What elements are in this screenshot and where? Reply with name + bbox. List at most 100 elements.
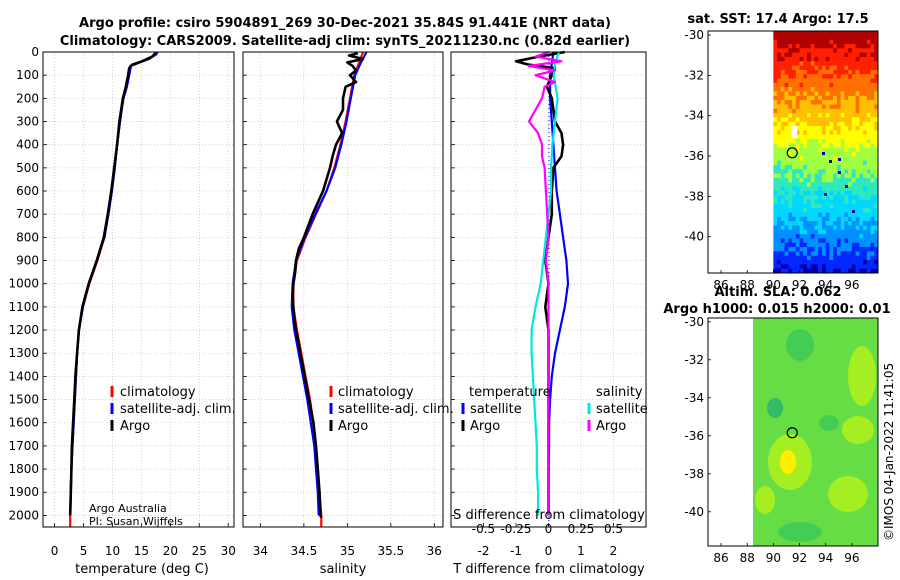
sst-cell (840, 152, 845, 157)
sst-cell (777, 130, 782, 136)
sst-cell (848, 156, 853, 162)
sla-blob (755, 486, 775, 514)
sst-cell (777, 82, 782, 88)
sst-cell (863, 177, 868, 183)
sst-cell (810, 221, 815, 226)
sst-cell (784, 65, 789, 71)
sst-cell (866, 117, 871, 123)
sst-cell (840, 87, 845, 92)
sst-cell (870, 169, 875, 175)
sst-cell (825, 126, 830, 131)
sst-cell (784, 87, 789, 92)
sst-cell (866, 100, 871, 105)
sst-cell (833, 242, 838, 248)
sst-cell (829, 234, 834, 239)
sst-cell (773, 147, 778, 153)
sst-cell (874, 130, 879, 136)
sst-cell (821, 31, 827, 36)
sst-cell (866, 104, 871, 110)
sst-cell (874, 121, 879, 127)
sst-cell (863, 212, 868, 218)
sla-map-title: Altim. SLA: 0.062 (715, 285, 842, 300)
sst-cell (803, 203, 808, 209)
sst-cell (784, 264, 789, 270)
sst-cell (859, 104, 864, 110)
map-y-tick-label: -32 (684, 353, 704, 367)
sst-cell (870, 260, 875, 265)
sst-cell (810, 82, 815, 88)
sst-cell (866, 78, 871, 84)
sst-cell (855, 216, 860, 222)
sst-cell (788, 225, 793, 231)
sst-cell (773, 95, 778, 101)
sst-cell (777, 160, 782, 166)
sst-cell (859, 43, 864, 49)
sst-cell (821, 48, 827, 54)
sst-cell (818, 108, 823, 114)
sst-cell (803, 195, 808, 200)
sst-cell (848, 130, 853, 136)
sst-cell (777, 216, 782, 222)
sst-cell (870, 39, 875, 45)
sst-cell (844, 113, 849, 118)
sst-cell (821, 195, 827, 200)
sst-cell (840, 199, 845, 205)
sst-cell (818, 78, 823, 84)
sst-cell (792, 225, 797, 231)
sst-cell (844, 74, 849, 79)
sst-cell (829, 186, 834, 192)
sst-cell (855, 31, 860, 36)
sst-cell (818, 199, 823, 205)
sst-cell (825, 100, 830, 105)
sst-cell (773, 56, 778, 62)
sst-cell (836, 100, 842, 105)
sst-cell (803, 208, 808, 213)
sst-cell (814, 268, 819, 274)
sst-cell (810, 48, 815, 54)
sst-cell (814, 164, 819, 170)
sst-cell (810, 104, 815, 110)
depth-tick-label: 1100 (8, 300, 39, 314)
sst-cell (773, 134, 778, 140)
sst-cell (859, 190, 864, 196)
sst-cell (863, 169, 868, 175)
sst-cell (866, 156, 871, 162)
sst-cell (829, 264, 834, 270)
sst-cell (866, 74, 871, 79)
sst-cell (807, 164, 812, 170)
sst-cell (863, 126, 868, 131)
sst-cell (829, 255, 834, 261)
sst-cell (795, 91, 800, 97)
sst-cell (829, 48, 834, 54)
sst-cell (795, 39, 800, 45)
sst-cell (810, 39, 815, 45)
sst-cell (825, 35, 830, 41)
sst-cell (833, 212, 838, 218)
sst-cell (851, 117, 856, 123)
sst-cell (866, 229, 871, 235)
sst-cell (836, 31, 842, 36)
sst-cell (818, 74, 823, 79)
sst-cell (829, 195, 834, 200)
sst-cell (784, 260, 789, 265)
sst-cell (810, 182, 815, 187)
sst-cell (780, 126, 785, 131)
temperature-axes-frame (42, 51, 235, 528)
sst-cell (777, 35, 782, 41)
sst-cell (799, 186, 804, 192)
sst-cell (863, 100, 868, 105)
sst-cell (810, 169, 815, 175)
sst-cell (788, 216, 793, 222)
sst-cell (825, 229, 830, 235)
sst-cell (795, 195, 800, 200)
sst-cell (784, 43, 789, 49)
sst-cell (851, 82, 856, 88)
sst-cell (792, 48, 797, 54)
sst-cell (818, 255, 823, 261)
sst-cell (829, 91, 834, 97)
sst-cell (807, 69, 812, 75)
sst-cell (780, 39, 785, 45)
sst-cell (844, 199, 849, 205)
sst-cell (870, 203, 875, 209)
sst-cell (807, 82, 812, 88)
